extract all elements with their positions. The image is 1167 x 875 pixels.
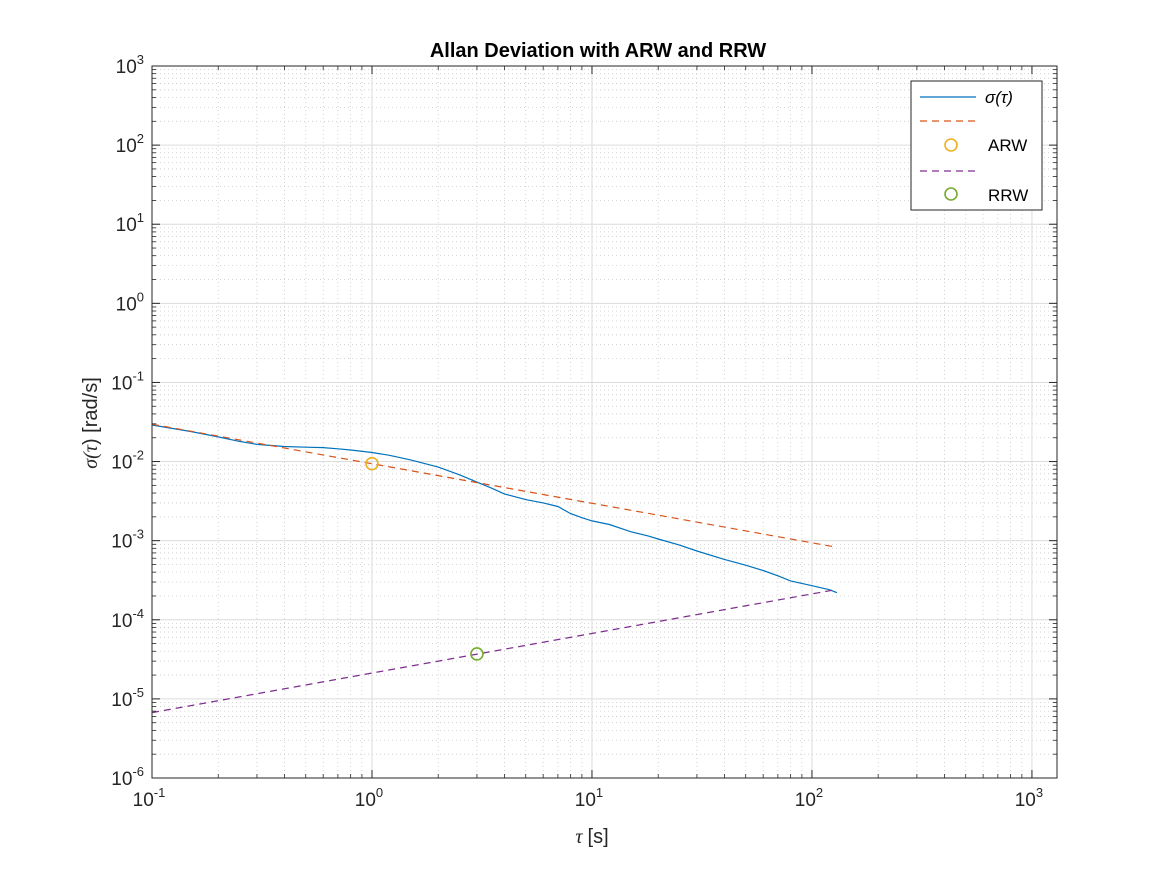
series-line-rrw-fit — [151, 588, 838, 714]
y-tick-label: 102 — [116, 131, 144, 157]
series-line-arw-fit — [151, 423, 838, 548]
x-tick-exponent: 2 — [816, 785, 823, 800]
x-tick-base: 10 — [1015, 790, 1036, 811]
legend: σ(τ) ARW RRW — [910, 80, 1043, 211]
y-tick-label: 101 — [116, 210, 144, 236]
chart-title: Allan Deviation with ARW and RRW — [430, 40, 766, 62]
x-axis-unit: [s] — [588, 826, 609, 848]
y-tick-label: 10-6 — [111, 764, 144, 790]
y-tick-label: 10-5 — [111, 685, 144, 711]
y-tick-base: 10 — [111, 373, 132, 394]
axes-box — [151, 65, 1058, 779]
y-tick-exponent: -6 — [132, 764, 144, 779]
y-tick-label: 10-4 — [111, 606, 144, 632]
y-tick-base: 10 — [116, 136, 137, 157]
y-tick-label: 10-2 — [111, 448, 144, 474]
y-tick-exponent: -3 — [132, 527, 144, 542]
y-tick-base: 10 — [116, 294, 137, 315]
y-tick-label: 100 — [116, 289, 144, 315]
y-tick-exponent: 0 — [137, 289, 144, 304]
x-tick-exponent: 3 — [1036, 785, 1043, 800]
plot-area — [151, 423, 838, 714]
y-tick-base: 10 — [116, 215, 137, 236]
y-axis-label: σ(τ) [rad/s] — [80, 377, 102, 469]
y-axis-suffix: ) [rad/s] — [80, 377, 102, 445]
y-tick-exponent: -1 — [132, 368, 144, 383]
x-tick-base: 10 — [355, 790, 376, 811]
legend-label-rrw: RRW — [988, 186, 1028, 205]
y-tick-base: 10 — [116, 57, 137, 78]
x-tick-exponent: -1 — [154, 785, 166, 800]
y-tick-exponent: 3 — [137, 52, 144, 67]
y-tick-exponent: 2 — [137, 131, 144, 146]
legend-box — [910, 80, 1043, 211]
y-axis-symbol: τ — [80, 444, 102, 452]
marker-rrw — [470, 647, 484, 661]
y-tick-base: 10 — [111, 532, 132, 553]
legend-swatch-arw — [944, 138, 958, 152]
y-tick-label: 103 — [116, 52, 144, 78]
y-axis-prefix: σ( — [80, 451, 102, 469]
axis-ticks — [151, 65, 1057, 779]
x-tick-label: 10-1 — [133, 785, 166, 811]
legend-swatch-rrw — [944, 187, 958, 201]
x-tick-label: 102 — [795, 785, 823, 811]
x-axis-label: τ [s] — [575, 826, 608, 848]
x-tick-label: 103 — [1015, 785, 1043, 811]
y-tick-base: 10 — [111, 453, 132, 474]
x-tick-base: 10 — [575, 790, 596, 811]
y-tick-exponent: -5 — [132, 685, 144, 700]
y-tick-label: 10-3 — [111, 527, 144, 553]
legend-label-arw: ARW — [988, 136, 1027, 155]
y-tick-exponent: 1 — [137, 210, 144, 225]
minor-grid — [152, 66, 1057, 778]
y-tick-exponent: -2 — [132, 448, 144, 463]
y-tick-base: 10 — [111, 690, 132, 711]
y-tick-base: 10 — [111, 611, 132, 632]
legend-label-sigma: σ(τ) — [985, 88, 1013, 107]
x-tick-exponent: 1 — [596, 785, 603, 800]
x-tick-base: 10 — [133, 790, 154, 811]
y-tick-exponent: -4 — [132, 606, 144, 621]
x-tick-base: 10 — [795, 790, 816, 811]
series-line-series-0 — [151, 424, 838, 594]
y-tick-label: 10-1 — [111, 368, 144, 394]
x-tick-exponent: 0 — [376, 785, 383, 800]
x-axis-symbol: τ — [575, 826, 583, 848]
x-tick-label: 100 — [355, 785, 383, 811]
y-tick-base: 10 — [111, 769, 132, 790]
x-tick-label: 101 — [575, 785, 603, 811]
x-tick-labels: 10-1 100 101 102 103 — [133, 785, 1043, 811]
marker-arw — [365, 456, 379, 471]
